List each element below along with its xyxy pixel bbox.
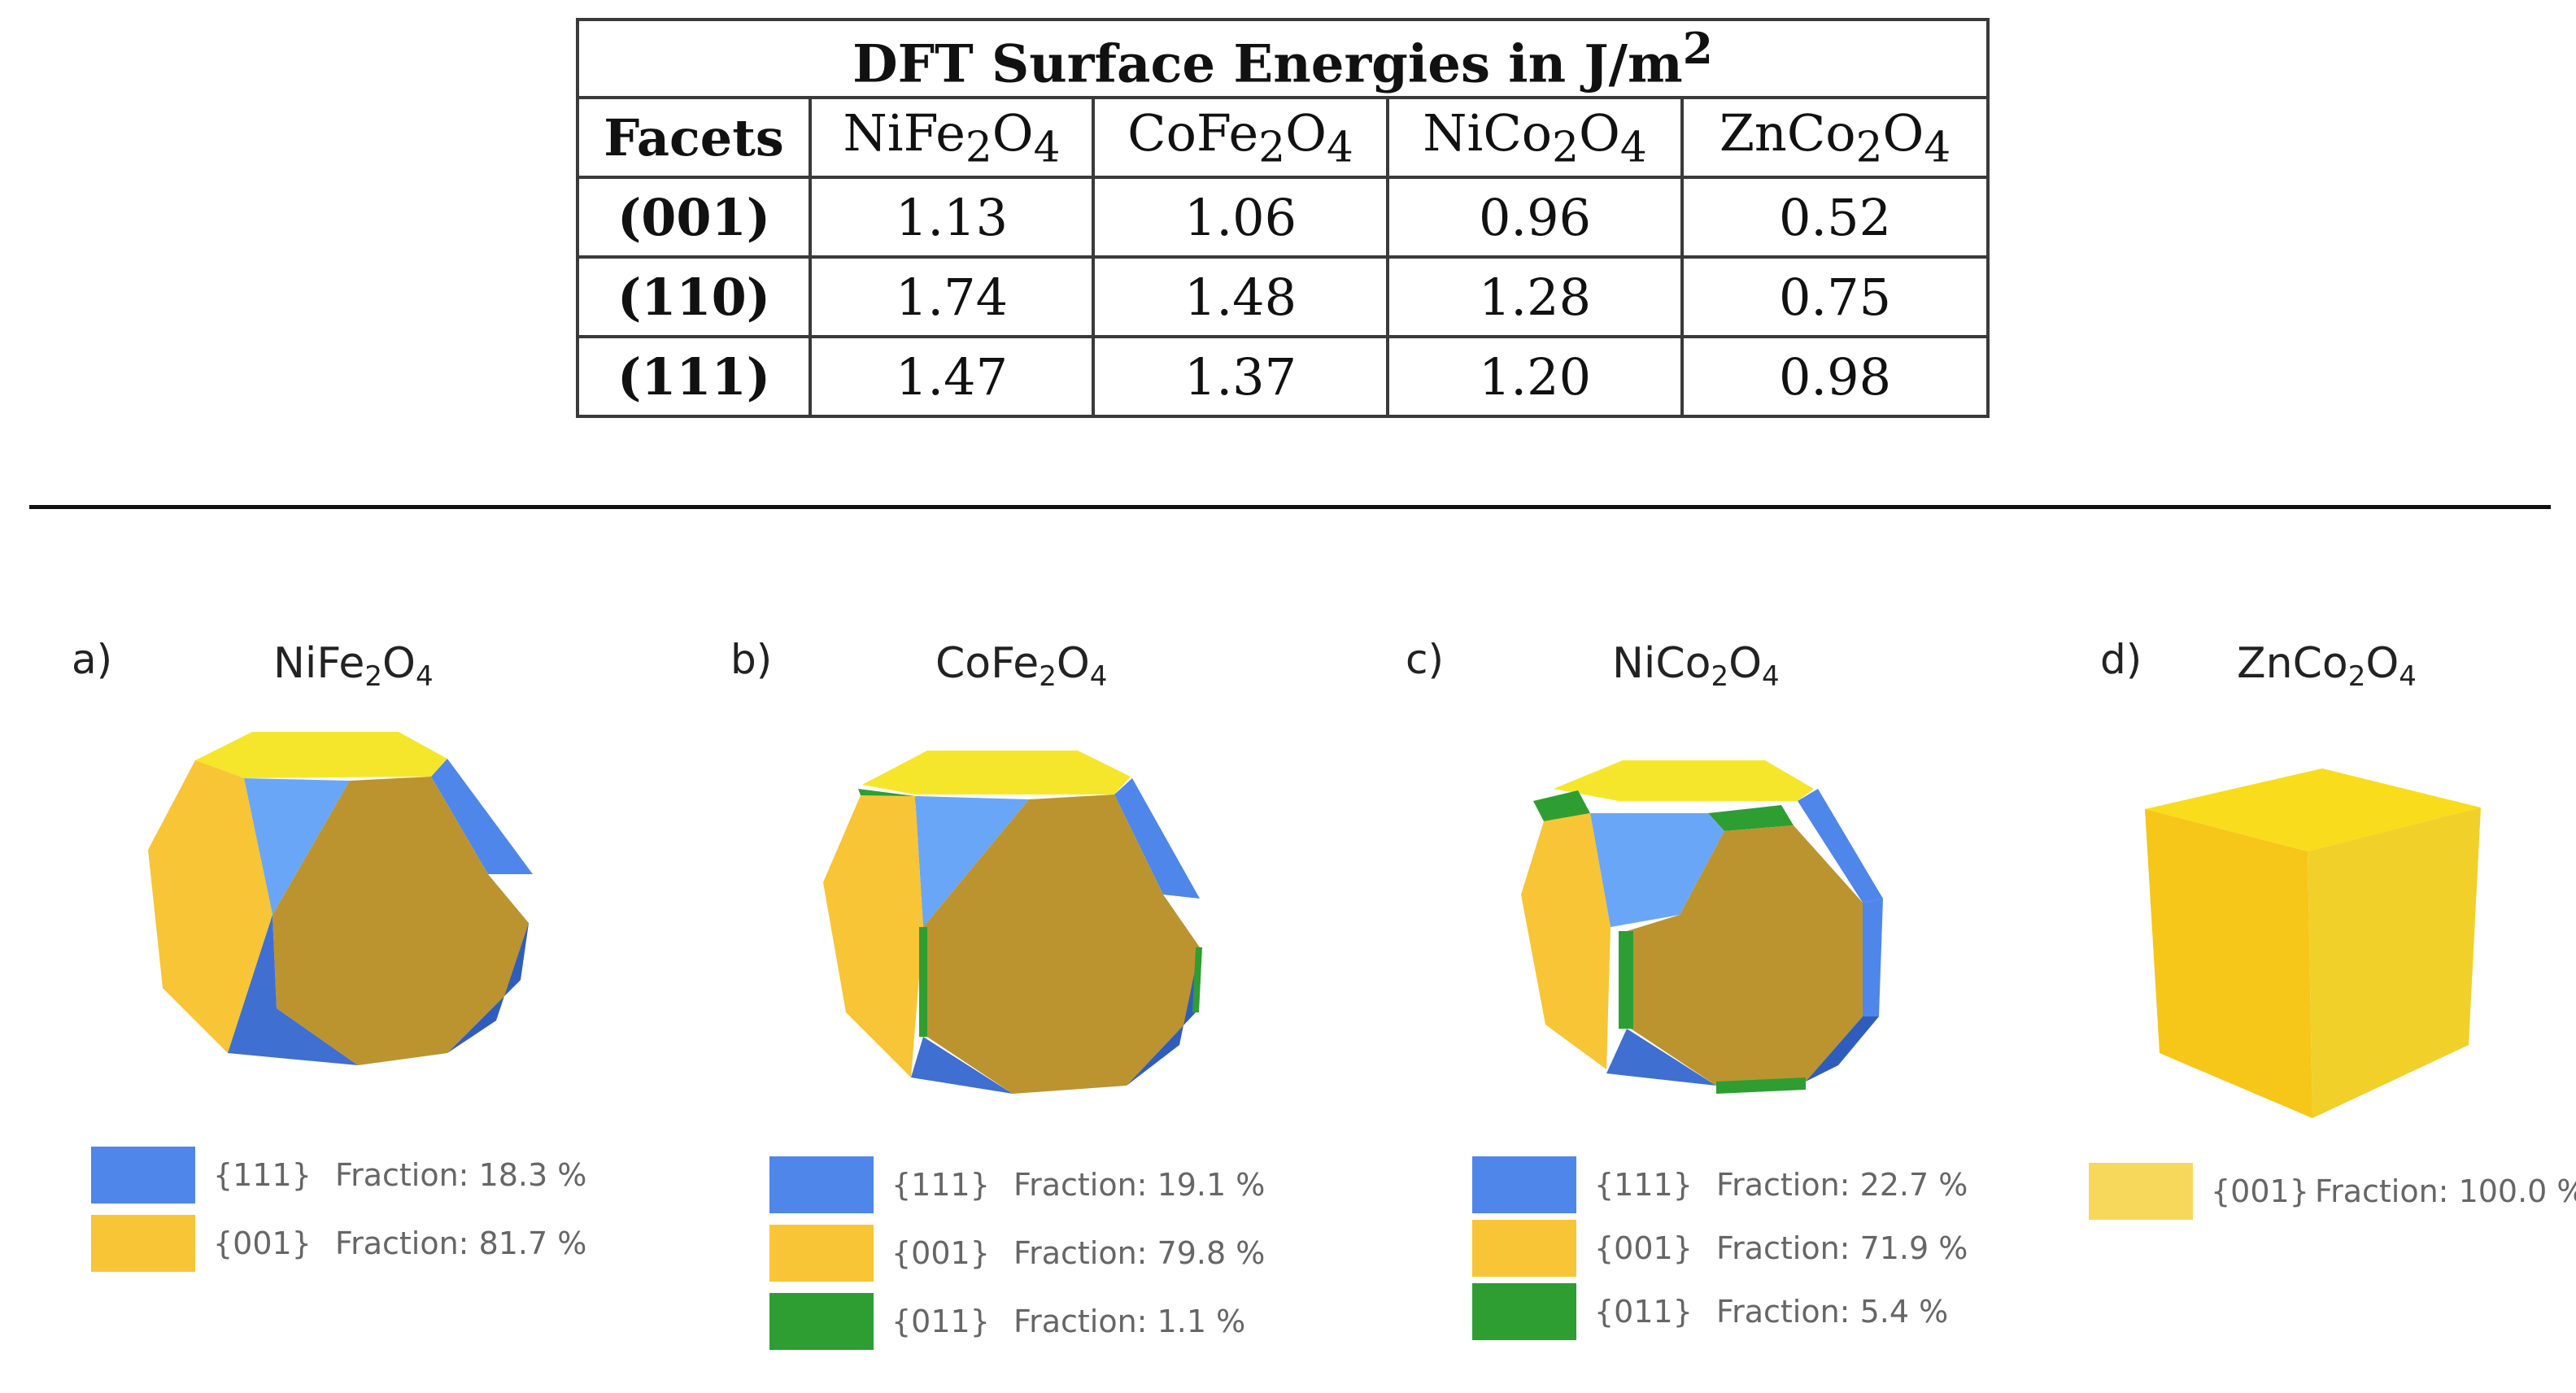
legend-fraction: Fraction: 5.4 % xyxy=(1716,1294,1949,1330)
cube-top-face xyxy=(2145,768,2481,851)
crystal-001-facet xyxy=(823,795,923,1077)
legend-fraction: Fraction: 81.7 % xyxy=(335,1225,587,1261)
panel-b-title: CoFe2O4 xyxy=(935,639,1108,694)
table-cell: 1.74 xyxy=(809,255,1095,338)
legend-row: {001} Fraction: 79.8 % xyxy=(769,1225,1265,1282)
legend-row: {001} Fraction: 71.9 % xyxy=(1472,1220,1968,1277)
legend-fraction: Fraction: 22.7 % xyxy=(1716,1167,1968,1203)
table-row: (110) 1.74 1.48 1.28 0.75 xyxy=(576,255,1990,338)
panel-c-title: NiCo2O4 xyxy=(1612,639,1780,694)
table-title: DFT Surface Energies in J/m2 xyxy=(576,18,1990,99)
legend-facet-label: {111} xyxy=(891,1167,990,1203)
table-cell: 1.37 xyxy=(1092,335,1389,418)
legend-facet-label: {001} xyxy=(2211,1173,2309,1209)
table-title-row: DFT Surface Energies in J/m2 xyxy=(576,18,1990,99)
legend-facet-label: {011} xyxy=(1594,1294,1693,1330)
legend-swatch xyxy=(1472,1156,1576,1213)
legend-row: {111} Fraction: 18.3 % xyxy=(91,1147,586,1204)
crystal-front-001-facet xyxy=(272,777,529,1065)
table-header-compound: NiFe2O4 xyxy=(809,96,1095,179)
legend-facet-label: {111} xyxy=(213,1157,312,1193)
legend-row: {011} Fraction: 5.4 % xyxy=(1472,1283,1948,1340)
legend-row: {001} Fraction: 100.0 % xyxy=(2089,1163,2576,1220)
legend-fraction: Fraction: 71.9 % xyxy=(1716,1230,1968,1266)
cube-right-face xyxy=(2308,808,2481,1118)
table-header-compound: NiCo2O4 xyxy=(1386,96,1684,179)
table-cell-facet: (110) xyxy=(576,255,812,338)
legend-fraction: Fraction: 1.1 % xyxy=(1013,1304,1246,1339)
panel-d-title: ZnCo2O4 xyxy=(2237,639,2417,694)
panel-d-letter: d) xyxy=(2100,636,2142,683)
legend-row: {111} Fraction: 22.7 % xyxy=(1472,1156,1968,1213)
table-cell: 1.20 xyxy=(1386,335,1684,418)
section-divider xyxy=(29,505,2551,509)
legend-row: {011} Fraction: 1.1 % xyxy=(769,1293,1245,1350)
legend-swatch xyxy=(91,1215,195,1272)
cofe2o4-crystal-shape xyxy=(823,751,1202,1094)
crystal-001-facet xyxy=(148,760,272,1053)
legend-row: {001} Fraction: 81.7 % xyxy=(91,1215,586,1272)
legend-fraction: Fraction: 100.0 % xyxy=(2315,1173,2576,1209)
legend-fraction: Fraction: 19.1 % xyxy=(1013,1167,1266,1203)
table-cell: 1.47 xyxy=(809,335,1095,418)
table-header-row: Facets NiFe2O4 CoFe2O4 NiCo2O4 ZnCo2O4 xyxy=(576,96,1990,179)
legend-fraction: Fraction: 79.8 % xyxy=(1013,1235,1266,1271)
crystal-top-facet xyxy=(195,732,447,778)
legend-swatch xyxy=(769,1225,874,1282)
crystal-top-facet xyxy=(1554,760,1814,801)
crystal-111-facet xyxy=(244,778,350,915)
crystal-top-facet xyxy=(862,751,1131,794)
crystal-111-facet xyxy=(915,796,1029,927)
crystal-001-facet xyxy=(1521,813,1611,1069)
nife2o4-crystal-shape xyxy=(148,732,533,1065)
table-cell: 0.96 xyxy=(1386,176,1684,259)
table-cell: 1.48 xyxy=(1092,255,1389,338)
legend-facet-label: {111} xyxy=(1594,1167,1693,1203)
table-row: (001) 1.13 1.06 0.96 0.52 xyxy=(576,176,1990,259)
surface-energy-table: DFT Surface Energies in J/m2 Facets NiFe… xyxy=(576,18,1990,418)
table-cell: 1.28 xyxy=(1386,255,1684,338)
legend-row: {111} Fraction: 19.1 % xyxy=(769,1156,1265,1213)
znco2o4-cube-shape xyxy=(2145,768,2481,1118)
legend-swatch xyxy=(2089,1163,2193,1220)
legend-swatch xyxy=(769,1156,874,1213)
panel-b-letter: b) xyxy=(730,636,773,683)
crystal-111-facet xyxy=(1590,813,1724,927)
table-header-compound: CoFe2O4 xyxy=(1092,96,1389,179)
legend-facet-label: {001} xyxy=(891,1235,990,1271)
legend-swatch xyxy=(769,1293,874,1350)
legend-swatch xyxy=(91,1147,195,1204)
cube-left-face xyxy=(2145,809,2312,1118)
table-cell: 0.98 xyxy=(1680,335,1990,418)
nico2o4-crystal-shape xyxy=(1521,760,1883,1094)
legend-swatch xyxy=(1472,1283,1576,1340)
legend-fraction: Fraction: 18.3 % xyxy=(335,1157,587,1193)
legend-facet-label: {001} xyxy=(1594,1230,1693,1266)
table-cell: 1.06 xyxy=(1092,176,1389,259)
legend-facet-label: {011} xyxy=(891,1304,990,1339)
panel-a-letter: a) xyxy=(72,636,113,683)
table-cell-facet: (001) xyxy=(576,176,812,259)
legend-swatch xyxy=(1472,1220,1576,1277)
surface-energy-table-wrapper: DFT Surface Energies in J/m2 Facets NiFe… xyxy=(576,18,1990,418)
table-cell-facet: (111) xyxy=(576,335,812,418)
table-row: (111) 1.47 1.37 1.20 0.98 xyxy=(576,335,1990,418)
crystal-front-001-facet xyxy=(1627,825,1871,1086)
table-cell: 0.75 xyxy=(1680,255,1990,338)
table-cell: 1.13 xyxy=(809,176,1095,259)
panel-c-letter: c) xyxy=(1406,636,1444,683)
table-header-compound: ZnCo2O4 xyxy=(1680,96,1990,179)
panel-a-title: NiFe2O4 xyxy=(273,639,434,694)
legend-facet-label: {001} xyxy=(213,1225,312,1261)
table-header-facets: Facets xyxy=(576,96,812,179)
crystal-011-facet xyxy=(1533,790,1590,821)
crystal-front-001-facet xyxy=(923,794,1200,1094)
table-cell: 0.52 xyxy=(1680,176,1990,259)
